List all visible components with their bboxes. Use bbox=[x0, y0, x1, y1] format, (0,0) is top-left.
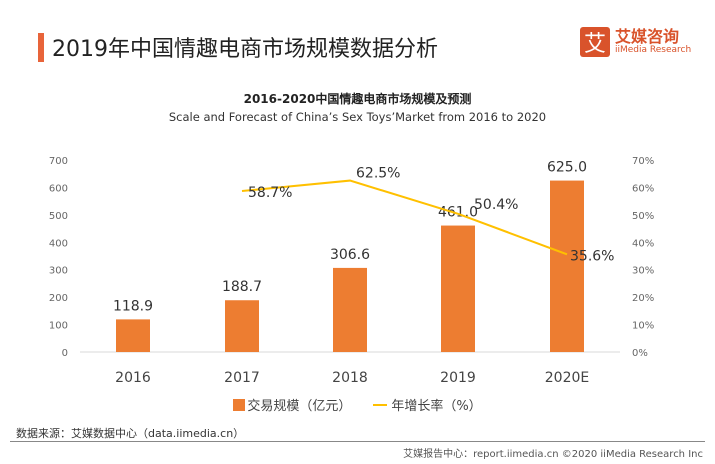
x-tick: 2016 bbox=[115, 370, 151, 386]
line-label: 58.7% bbox=[248, 185, 292, 201]
legend-bar-label: 交易规模（亿元） bbox=[247, 399, 352, 414]
footer: 艾媒报告中心：report.iimedia.cn ©2020 iiMedia R… bbox=[403, 449, 703, 460]
bar bbox=[550, 180, 584, 352]
x-tick: 2020E bbox=[545, 370, 589, 386]
source-note: 数据来源：艾媒数据中心（data.iimedia.cn） bbox=[16, 427, 245, 440]
y-left-tick: 700 bbox=[49, 156, 68, 167]
growth-line bbox=[241, 179, 568, 256]
legend-line-label: 年增长率（%） bbox=[391, 399, 482, 414]
bar-label: 188.7 bbox=[222, 279, 262, 295]
bar bbox=[116, 319, 150, 352]
y-left-tick: 500 bbox=[49, 211, 68, 222]
bar bbox=[441, 225, 475, 352]
y-left-tick: 600 bbox=[49, 183, 68, 194]
y-right-tick: 0% bbox=[632, 348, 648, 359]
legend: 交易规模（亿元） 年增长率（%） bbox=[0, 395, 715, 414]
line-label: 62.5% bbox=[356, 166, 400, 182]
y-right-tick: 50% bbox=[632, 211, 654, 222]
legend-line: 年增长率（%） bbox=[373, 395, 482, 414]
y-right-tick: 30% bbox=[632, 266, 654, 277]
x-tick: 2019 bbox=[440, 370, 476, 386]
y-left-tick: 300 bbox=[49, 266, 68, 277]
y-left-tick: 0 bbox=[62, 348, 68, 359]
bar-label: 118.9 bbox=[113, 298, 153, 314]
bar-swatch-icon bbox=[233, 399, 246, 411]
divider bbox=[10, 441, 705, 442]
y-right-tick: 20% bbox=[632, 293, 654, 304]
x-tick: 2017 bbox=[224, 370, 260, 386]
bar bbox=[225, 300, 259, 352]
logo-mark: 艾 bbox=[580, 27, 610, 57]
y-right-tick: 70% bbox=[632, 156, 654, 167]
y-left-tick: 100 bbox=[49, 321, 68, 332]
title-accent bbox=[38, 33, 44, 62]
y-left-tick: 200 bbox=[49, 293, 68, 304]
logo: 艾 艾媒咨询 iiMedia Research bbox=[580, 27, 691, 57]
legend-bar: 交易规模（亿元） bbox=[233, 395, 351, 414]
page-title: 2019年中国情趣电商市场规模数据分析 bbox=[52, 37, 438, 62]
line-label: 50.4% bbox=[474, 197, 518, 213]
y-left-tick: 400 bbox=[49, 238, 68, 249]
bar-label: 625.0 bbox=[547, 160, 587, 176]
y-right-tick: 40% bbox=[632, 238, 654, 249]
bar bbox=[333, 267, 367, 352]
chart-subtitle: Scale and Forecast of China’s Sex Toys’M… bbox=[168, 110, 547, 124]
logo-cn: 艾媒咨询 bbox=[615, 27, 680, 46]
logo-en: iiMedia Research bbox=[615, 45, 692, 55]
line-label: 35.6% bbox=[570, 248, 614, 264]
chart-title: 2016-2020中国情趣电商市场规模及预测 bbox=[243, 92, 472, 106]
y-right-tick: 60% bbox=[632, 183, 654, 194]
x-tick: 2018 bbox=[332, 370, 368, 386]
bar-label: 306.6 bbox=[330, 247, 370, 263]
y-right-tick: 10% bbox=[632, 321, 654, 332]
line-swatch-icon bbox=[373, 404, 388, 406]
